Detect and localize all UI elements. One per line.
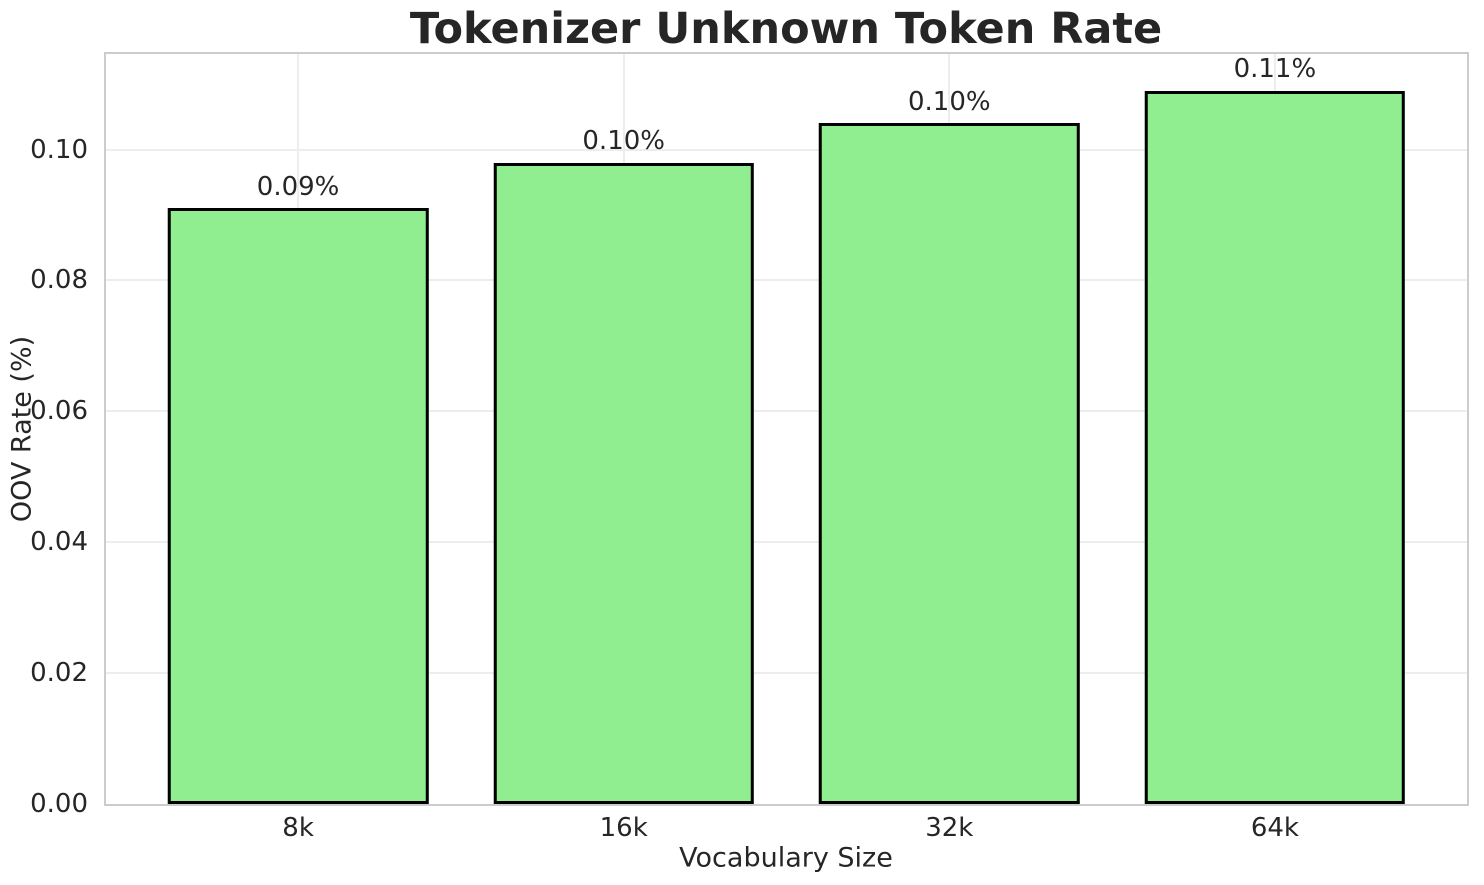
chart-title: Tokenizer Unknown Token Rate <box>409 4 1163 54</box>
gridline-horizontal <box>106 410 1467 413</box>
bar <box>493 162 754 804</box>
bar <box>1144 90 1406 804</box>
gridline-horizontal <box>106 279 1467 282</box>
y-tick-label: 0.06 <box>30 396 88 427</box>
bar <box>819 123 1080 804</box>
plot-area: 0.00 0.02 0.04 0.06 0.08 0.10 0.09% 8k 0.10% 16k 0… <box>30 52 1469 842</box>
x-tick-label: 8k <box>282 813 314 843</box>
x-tick-label: 32k <box>925 813 974 843</box>
gridline-horizontal <box>106 541 1467 544</box>
x-tick-label: 64k <box>1250 813 1299 843</box>
x-axis-label: Vocabulary Size <box>679 842 893 874</box>
bar-value-label: 0.10% <box>582 126 665 157</box>
y-tick-label: 0.10 <box>30 134 88 165</box>
y-tick-label: 0.04 <box>30 527 88 558</box>
gridline-horizontal <box>106 148 1467 151</box>
y-axis-label: OOV Rate (%) <box>6 335 38 523</box>
gridline-horizontal <box>106 672 1467 675</box>
bar-value-label: 0.10% <box>907 86 991 117</box>
x-tick-label: 16k <box>599 813 648 843</box>
y-tick-label: 0.08 <box>30 265 88 296</box>
y-tick-label: 0.02 <box>30 658 88 689</box>
y-tick-label: 0.00 <box>30 789 88 819</box>
bar-value-label: 0.09% <box>256 171 340 202</box>
bar-value-label: 0.11% <box>1233 54 1317 85</box>
bar <box>167 208 429 804</box>
